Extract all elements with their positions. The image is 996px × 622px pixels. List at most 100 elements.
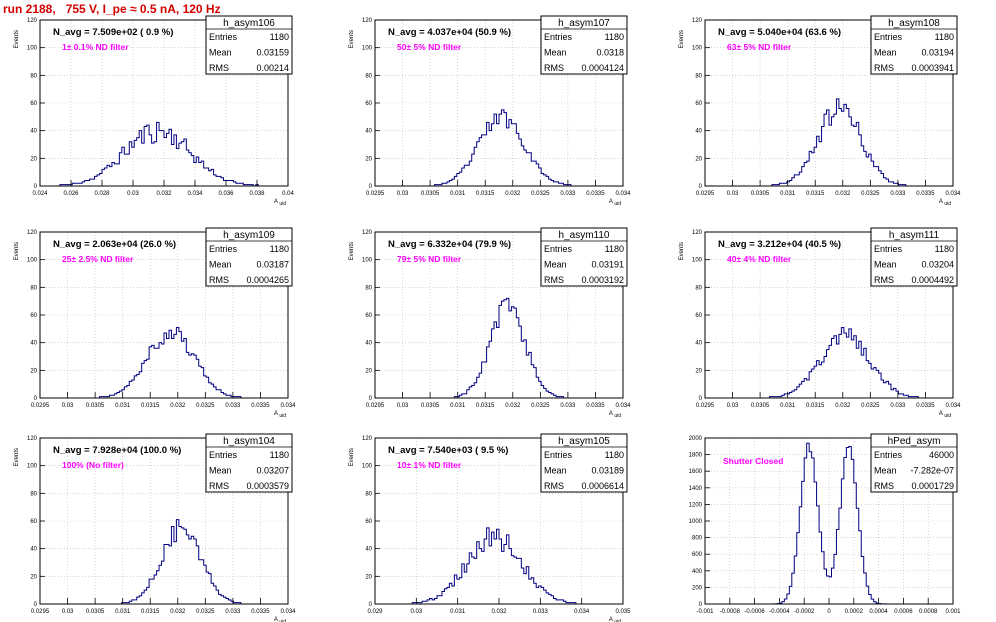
y-tick-label: 40 [30, 547, 37, 553]
filter-label: 63± 5% ND filter [727, 42, 792, 52]
panel-h_asym104: 0 20 40 60 80 100 120 0.0295 0.03 0.0305 0.031 0.03… [14, 433, 296, 622]
y-axis-label: Events [14, 242, 20, 260]
stats-value: 0.00214 [256, 63, 289, 73]
histogram-h_asym110 [375, 297, 623, 399]
n-avg-label: N_avg = 5.040e+04 (63.6 %) [718, 27, 841, 38]
y-tick-label: 60 [695, 313, 702, 319]
y-tick-label: 400 [692, 569, 703, 575]
y-tick-label: 120 [27, 230, 38, 236]
n-avg-label: N_avg = 2.063e+04 (26.0 %) [53, 239, 176, 250]
x-tick-label: 0.034 [574, 609, 590, 615]
x-tick-label: 0.03 [410, 609, 422, 615]
stats-value: 0.0318 [596, 48, 624, 58]
stats-value: 0.0006614 [581, 481, 624, 491]
x-tick-label: 0.001 [945, 609, 961, 615]
y-tick-label: 1400 [689, 486, 703, 492]
y-tick-label: 100 [362, 258, 373, 264]
stats-key: RMS [874, 63, 894, 73]
stats-key: Mean [209, 48, 232, 58]
y-tick-label: 80 [695, 285, 702, 291]
x-tick-label: 0.032 [505, 191, 521, 197]
stats-value: 1180 [935, 244, 954, 254]
x-axis-label: A uid [609, 411, 621, 419]
stats-value: 0.0004492 [911, 275, 954, 285]
x-axis-label: A uid [939, 411, 951, 419]
x-tick-label: 0.032 [156, 191, 172, 197]
x-tick-label: 0.0295 [366, 191, 385, 197]
stats-value: 0.0003192 [581, 275, 624, 285]
filter-label: 100% (No filter) [62, 460, 124, 470]
x-tick-label: 0.0295 [366, 403, 385, 409]
x-tick-label: 0.0295 [696, 403, 715, 409]
y-tick-label: 0 [369, 396, 373, 402]
y-tick-label: 60 [365, 101, 372, 107]
filter-label: 25± 2.5% ND filter [62, 254, 134, 264]
panel-h_asym107: 0 20 40 60 80 100 120 0.0295 0.03 0.0305 0.031 0.03… [349, 15, 631, 207]
y-tick-label: 80 [695, 73, 702, 79]
stats-box [870, 15, 958, 75]
panel-h_asym106: 0 20 40 60 80 100 120 0.024 0.026 0.028 0.03 0.032 0… [14, 15, 294, 207]
y-axis-label: Events [349, 448, 355, 466]
x-tick-label: 0.0006 [894, 609, 913, 615]
x-tick-label: 0.029 [367, 609, 383, 615]
stats-value: 0.0001729 [911, 481, 954, 491]
y-tick-label: 20 [365, 156, 372, 162]
x-tick-label: 0.035 [615, 609, 631, 615]
stats-key: RMS [209, 481, 229, 491]
x-tick-label: 0.0325 [861, 191, 880, 197]
panel-h_asym110: 0 20 40 60 80 100 120 0.0295 0.03 0.0305 0.031 0.03… [349, 227, 631, 419]
stats-box [205, 227, 293, 287]
stats-value: 1180 [270, 244, 289, 254]
x-tick-label: 0.03 [397, 403, 409, 409]
stats-box [540, 15, 628, 75]
stats-value: 0.0003941 [911, 63, 954, 73]
x-axis-label: A uid [274, 199, 286, 207]
n-avg-label: N_avg = 7.540e+03 ( 9.5 %) [388, 445, 508, 456]
y-tick-label: 1000 [689, 519, 703, 525]
y-tick-label: 120 [362, 18, 373, 24]
x-tick-label: 0.033 [225, 609, 241, 615]
x-tick-label: 0.04 [282, 191, 294, 197]
y-tick-label: 80 [30, 285, 37, 291]
y-tick-label: 120 [362, 230, 373, 236]
stats-key: RMS [209, 63, 229, 73]
y-axis-label: Events [679, 242, 685, 260]
histogram-h_asym111 [705, 326, 953, 399]
x-tick-label: 0.033 [560, 403, 576, 409]
x-tick-label: 0.0295 [31, 609, 50, 615]
stats-box [870, 227, 958, 287]
y-tick-label: 40 [365, 341, 372, 347]
y-axis-label: Events [349, 242, 355, 260]
stats-value: 0.03194 [921, 48, 954, 58]
y-tick-label: 40 [365, 547, 372, 553]
stats-key: Entries [874, 244, 903, 254]
stats-key: Entries [544, 32, 573, 42]
x-tick-label: 0.0008 [919, 609, 938, 615]
stats-title: h_asym111 [889, 230, 940, 241]
stats-key: RMS [544, 275, 564, 285]
stats-key: RMS [209, 275, 229, 285]
x-tick-label: 0.033 [890, 403, 906, 409]
stats-key: Mean [209, 260, 232, 270]
y-tick-label: 120 [27, 18, 38, 24]
stats-key: Mean [544, 260, 567, 270]
x-tick-label: 0.0002 [845, 609, 864, 615]
stats-title: h_asym108 [888, 18, 940, 29]
x-tick-label: 0.0305 [421, 403, 440, 409]
y-tick-label: 0 [699, 602, 703, 608]
x-tick-label: 0.032 [491, 609, 507, 615]
x-tick-label: 0.034 [615, 191, 631, 197]
x-tick-label: 0.0335 [916, 403, 935, 409]
x-tick-label: 0.0315 [806, 191, 825, 197]
panel-h_asym111: 0 20 40 60 80 100 120 0.0295 0.03 0.0305 0.031 0.03… [679, 227, 961, 419]
x-tick-label: 0.031 [450, 191, 466, 197]
x-tick-label: 0.031 [450, 609, 466, 615]
y-tick-label: 20 [365, 368, 372, 374]
stats-value: 0.0004124 [581, 63, 624, 73]
x-tick-label: 0.0325 [531, 191, 550, 197]
x-tick-label: 0.031 [115, 403, 131, 409]
n-avg-label: N_avg = 3.212e+04 (40.5 %) [718, 239, 841, 250]
n-avg-label: N_avg = 7.509e+02 ( 0.9 %) [53, 27, 173, 38]
y-axis-label: Events [14, 30, 20, 48]
y-tick-label: 80 [365, 285, 372, 291]
